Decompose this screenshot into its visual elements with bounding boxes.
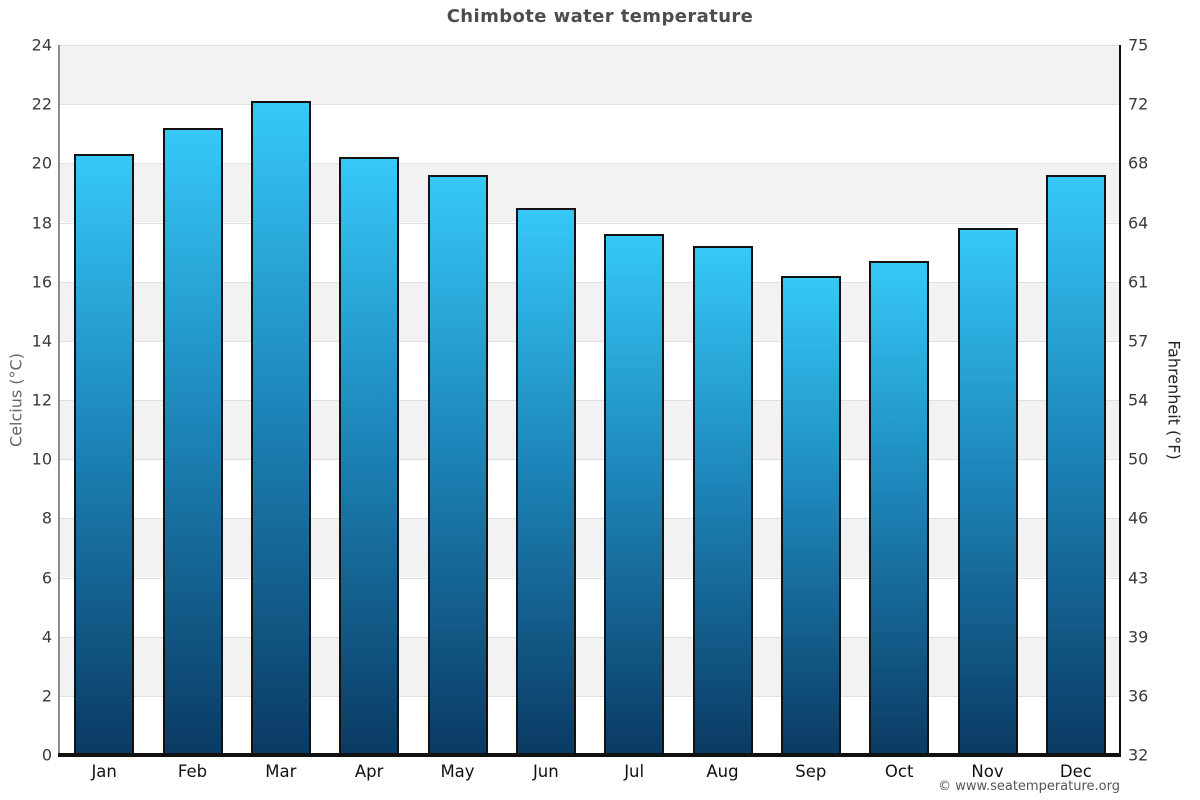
bar-jan: [74, 154, 135, 755]
celsius-tick-10: 10: [31, 449, 52, 469]
fahrenheit-tick-64: 64: [1128, 213, 1149, 232]
month-tick-jun: Jun: [532, 762, 559, 781]
month-tick-aug: Aug: [706, 762, 739, 781]
gridline: [60, 104, 1120, 106]
celsius-tick-6: 6: [41, 568, 52, 587]
fahrenheit-tick-43: 43: [1128, 568, 1149, 587]
fahrenheit-tick-68: 68: [1128, 153, 1149, 173]
bar-dec: [1045, 175, 1106, 755]
bar-mar: [250, 101, 311, 755]
month-tick-oct: Oct: [884, 762, 914, 781]
celsius-tick-14: 14: [31, 331, 52, 351]
celsius-axis-title: Celcius (°C): [6, 353, 26, 447]
grid-band: [60, 340, 1120, 400]
fahrenheit-tick-57: 57: [1128, 331, 1149, 351]
x-axis-line: [58, 753, 1121, 757]
left-y-axis-line: [58, 45, 60, 755]
grid-band: [60, 577, 1120, 637]
bar-jul: [604, 234, 665, 755]
grid-band: [60, 400, 1120, 460]
gridline: [60, 163, 1120, 165]
gridline: [60, 400, 1120, 401]
month-tick-jan: Jan: [91, 762, 117, 781]
fahrenheit-tick-39: 39: [1128, 627, 1149, 647]
fahrenheit-tick-32: 32: [1128, 745, 1149, 765]
grid-band: [60, 459, 1120, 519]
grid-band: [60, 695, 1120, 755]
fahrenheit-tick-46: 46: [1128, 508, 1149, 528]
celsius-tick-24: 24: [31, 35, 52, 55]
gridline: [60, 577, 1120, 579]
fahrenheit-tick-54: 54: [1128, 390, 1149, 410]
celsius-tick-12: 12: [31, 390, 52, 410]
chart-title: Chimbote water temperature: [446, 6, 754, 27]
fahrenheit-tick-36: 36: [1128, 686, 1149, 706]
gridline: [60, 222, 1120, 224]
celsius-tick-4: 4: [41, 627, 52, 647]
celsius-tick-20: 20: [31, 153, 52, 173]
bar-feb: [162, 127, 223, 755]
celsius-tick-2: 2: [41, 686, 52, 706]
gridline: [60, 45, 1120, 46]
gridline: [60, 281, 1120, 283]
plot-area: [60, 45, 1120, 755]
bar-sep: [780, 275, 841, 755]
month-tick-may: May: [440, 762, 475, 781]
bar-apr: [339, 157, 400, 755]
month-tick-sep: Sep: [795, 762, 827, 781]
month-tick-dec: Dec: [1059, 762, 1092, 781]
celsius-tick-0: 0: [41, 745, 52, 765]
grid-band: [60, 636, 1120, 696]
fahrenheit-tick-75: 75: [1128, 35, 1149, 55]
month-tick-mar: Mar: [265, 762, 297, 781]
fahrenheit-tick-50: 50: [1128, 449, 1149, 469]
gridline: [60, 636, 1120, 638]
celsius-tick-8: 8: [41, 508, 52, 528]
grid-band: [60, 281, 1120, 341]
gridline: [60, 695, 1120, 697]
grid-band: [60, 104, 1120, 164]
gridline: [60, 340, 1120, 342]
month-tick-feb: Feb: [177, 762, 208, 781]
bar-aug: [692, 246, 753, 755]
grid-band: [60, 518, 1120, 578]
month-tick-jul: Jul: [624, 762, 645, 781]
month-tick-apr: Apr: [354, 762, 384, 781]
bar-may: [427, 175, 488, 755]
bar-nov: [957, 228, 1018, 755]
grid-band: [60, 163, 1120, 223]
celsius-tick-22: 22: [31, 94, 52, 114]
gridline: [60, 459, 1120, 461]
bar-oct: [869, 260, 930, 755]
celsius-tick-18: 18: [31, 213, 52, 232]
gridline: [60, 518, 1120, 520]
grid-band: [60, 222, 1120, 282]
fahrenheit-axis-title: Fahrenheit (°F): [1164, 340, 1184, 460]
fahrenheit-tick-61: 61: [1128, 272, 1149, 292]
month-tick-nov: Nov: [971, 762, 1004, 781]
fahrenheit-tick-72: 72: [1128, 94, 1149, 114]
grid-band: [60, 45, 1120, 105]
copyright-text: © www.seatemperature.org: [938, 779, 1120, 794]
right-y-axis-line: [1119, 45, 1121, 757]
bar-jun: [515, 207, 576, 755]
celsius-tick-16: 16: [31, 272, 52, 292]
